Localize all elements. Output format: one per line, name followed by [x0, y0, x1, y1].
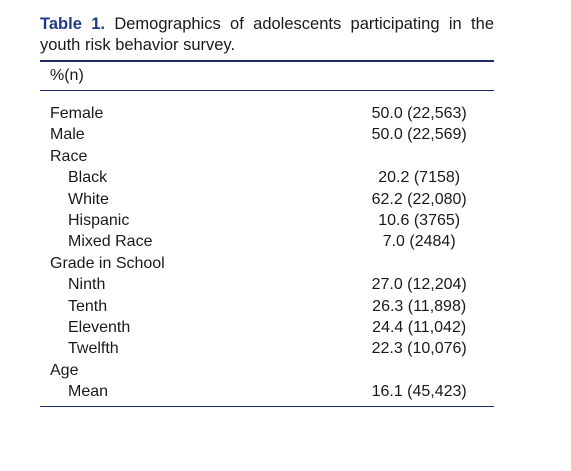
row-value-cell: 22.3 (10,076) — [344, 338, 494, 359]
row-value-cell — [344, 360, 494, 381]
row-value-cell: 62.2 (22,080) — [344, 189, 494, 210]
row-label: Male — [50, 126, 85, 144]
table-row: Black 20.2 (7158) — [40, 167, 494, 188]
table-row: Tenth 26.3 (11,898) — [40, 296, 494, 317]
row-value: 24.4 (11,042) — [372, 319, 467, 337]
bottom-rule — [40, 405, 494, 407]
row-value-cell: 50.0 (22,563) — [344, 103, 494, 124]
row-value-cell — [344, 253, 494, 274]
table-row: Grade in School — [40, 253, 494, 274]
row-label: Mean — [68, 383, 109, 401]
table-row: Female 50.0 (22,563) — [40, 103, 494, 124]
row-value-cell — [344, 146, 494, 167]
header-rule — [40, 90, 494, 91]
table-header-row: %(n) — [40, 62, 494, 90]
row-label: Eleventh — [68, 319, 131, 337]
row-value: 16.1 (45,423) — [371, 383, 467, 401]
row-value-cell: 26.3 (11,898) — [344, 296, 494, 317]
row-value: 20.2 (7158) — [378, 169, 461, 187]
row-value-cell: 20.2 (7158) — [344, 167, 494, 188]
row-label: Mixed Race — [68, 233, 153, 251]
row-label: Twelfth — [68, 340, 119, 358]
row-value: 27.0 (12,204) — [371, 276, 467, 294]
table-row: Twelfth 22.3 (10,076) — [40, 338, 494, 359]
table-row: Age — [40, 360, 494, 381]
row-value: 50.0 (22,563) — [371, 105, 467, 122]
row-value-cell: 16.1 (45,423) — [344, 381, 494, 402]
table-caption: Table 1. Demographics of adolescents par… — [40, 14, 494, 56]
table-row: Eleventh 24.4 (11,042) — [40, 317, 494, 338]
table-row: Mixed Race 7.0 (2484) — [40, 231, 494, 252]
row-label: Tenth — [68, 297, 108, 315]
row-value-cell: 7.0 (2484) — [344, 231, 494, 252]
row-value-cell: 27.0 (12,204) — [344, 274, 494, 295]
row-label: Race — [50, 147, 88, 165]
row-label: White — [68, 190, 109, 208]
demographics-table: Table 1. Demographics of adolescents par… — [40, 14, 494, 407]
row-value: 50.0 (22,569) — [371, 126, 467, 144]
table-row: Ninth 27.0 (12,204) — [40, 274, 494, 295]
top-rule — [40, 60, 494, 62]
row-value: 7.0 (2484) — [382, 233, 456, 251]
row-value: 62.2 (22,080) — [371, 190, 467, 208]
row-label: Female — [50, 105, 104, 122]
table-row: Male 50.0 (22,569) — [40, 124, 494, 145]
row-label: Grade in School — [50, 254, 165, 272]
table-caption-label: Table 1. — [40, 15, 105, 33]
column-unit-header: %(n) — [50, 67, 84, 84]
row-label: Age — [50, 361, 79, 379]
row-value: 10.6 (3765) — [378, 212, 461, 230]
table-row: White 62.2 (22,080) — [40, 189, 494, 210]
row-label: Black — [68, 169, 108, 187]
row-value-cell: 10.6 (3765) — [344, 210, 494, 231]
table-row: Mean 16.1 (45,423) — [40, 381, 494, 402]
table-caption-text: Demographics of adolescents participatin… — [40, 15, 494, 54]
row-value: 22.3 (10,076) — [371, 340, 467, 358]
row-label: Hispanic — [68, 212, 130, 230]
table-row: Race — [40, 146, 494, 167]
row-value-cell: 50.0 (22,569) — [344, 124, 494, 145]
row-value-cell: 24.4 (11,042) — [344, 317, 494, 338]
row-label: Ninth — [68, 276, 106, 294]
table-body: Female 50.0 (22,563) Male 50.0 (22,569) Race… — [40, 103, 494, 403]
row-value: 26.3 (11,898) — [372, 297, 467, 315]
table-row: Hispanic 10.6 (3765) — [40, 210, 494, 231]
